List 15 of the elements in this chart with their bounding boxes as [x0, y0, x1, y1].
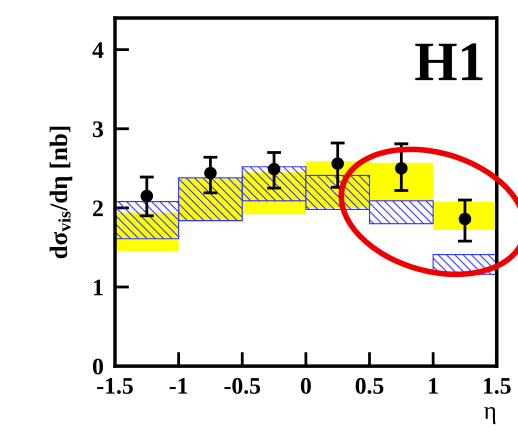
y-axis-title: dσ$_{vis}$/dη [nb] [50, 126, 72, 258]
x-tick-label: 1 [429, 378, 438, 394]
x-tick-label: -1.5 [97, 378, 133, 394]
x-tick-label: 1.5 [484, 378, 511, 394]
y-tick-label: 0 [92, 358, 103, 375]
x-tick-label: -1 [170, 378, 188, 394]
x-axis-title: η [484, 406, 496, 424]
y-tick-label: 1 [94, 280, 103, 296]
y-tick-label: 4 [92, 42, 104, 58]
x-tick-label: 0 [300, 378, 311, 394]
annotation: H1 [415, 43, 482, 80]
y-tick-label: 2 [93, 200, 103, 216]
y-tick-label: 3 [92, 121, 104, 138]
x-tick-label: 0.5 [356, 378, 384, 394]
x-tick-label: -0.5 [224, 378, 260, 394]
